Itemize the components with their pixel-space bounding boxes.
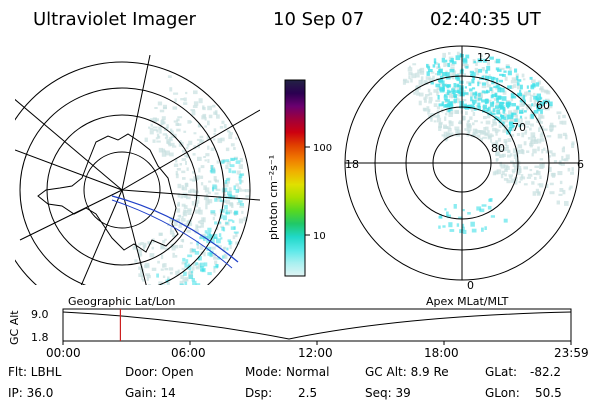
dsp-label: Dsp: — [245, 386, 272, 400]
orbit-track — [111, 195, 239, 263]
status-panel: Flt: LBHL Door: Open Mode: Normal GC Alt… — [8, 365, 562, 400]
latitude-circle — [15, 61, 251, 285]
mlat-label-80: 80 — [491, 142, 505, 155]
ip-status: IP: 36.0 — [8, 386, 53, 400]
latitude-circle — [83, 151, 161, 229]
time-tick-1200: 12:00 — [298, 346, 333, 360]
altitude-plot-frame — [62, 308, 572, 342]
time-tick-0000: 00:00 — [46, 346, 81, 360]
orbit-track-secondary — [111, 199, 233, 269]
glon-value: 50.5 — [535, 386, 562, 400]
glon-label: GLon: — [485, 386, 520, 400]
altitude-plot: GC Alt 9.0 1.8 00:00 06:00 12:00 18:00 2… — [8, 308, 589, 360]
glat-label: GLat: — [485, 365, 517, 379]
time-tick-0600: 06:00 — [171, 346, 206, 360]
time-tick-1800: 18:00 — [424, 346, 459, 360]
latitude-circle — [19, 87, 225, 285]
altitude-ytick-low: 1.8 — [31, 331, 49, 344]
meridian-lines — [15, 55, 260, 285]
colorbar-tick-label-100: 100 — [313, 143, 332, 154]
filter-status: Flt: LBHL — [8, 365, 62, 379]
apex-caption: Apex MLat/MLT — [426, 295, 509, 308]
mode-label: Mode: — [245, 365, 282, 379]
mlat-label-60: 60 — [536, 99, 550, 112]
mlt-label-18: 18 — [345, 158, 359, 171]
mlt-label-0: 0 — [467, 279, 474, 292]
door-status: Door: Open — [125, 365, 194, 379]
mode-value: Normal — [286, 365, 329, 379]
gc-altitude: GC Alt: 8.9 Re — [365, 365, 449, 379]
altitude-ytick-high: 9.0 — [31, 308, 49, 321]
observation-time: 02:40:35 UT — [430, 9, 542, 30]
mlt-label-12: 12 — [477, 51, 491, 64]
gain-status: Gain: 14 — [125, 386, 176, 400]
geographic-map — [15, 55, 260, 285]
magnetic-polar-plot: 12 18 6 0 60 70 80 — [344, 45, 584, 292]
altitude-x-ticks — [62, 341, 572, 345]
colorbar-tick-label-10: 10 — [313, 231, 326, 242]
colorbar: 100 10 photon cm⁻²s⁻¹ — [267, 79, 332, 277]
mlat-label-70: 70 — [512, 121, 526, 134]
time-tick-2359: 23:59 — [554, 346, 589, 360]
altitude-ylabel: GC Alt — [8, 310, 21, 345]
glat-value: -82.2 — [530, 365, 561, 379]
aurora-emission-left — [132, 75, 251, 285]
geographic-caption: Geographic Lat/Lon — [68, 295, 175, 308]
dsp-value: 2.5 — [298, 386, 317, 400]
colorbar-scale — [284, 79, 306, 277]
colorbar-units-label: photon cm⁻²s⁻¹ — [267, 155, 280, 240]
sequence-status: Seq: 39 — [365, 386, 411, 400]
aurora-emission-right — [402, 51, 575, 234]
observation-date: 10 Sep 07 — [273, 9, 364, 30]
antarctica-coastline — [37, 133, 179, 253]
instrument-title: Ultraviolet Imager — [33, 9, 197, 30]
mlt-label-6: 6 — [577, 158, 584, 171]
altitude-curve — [62, 311, 572, 340]
